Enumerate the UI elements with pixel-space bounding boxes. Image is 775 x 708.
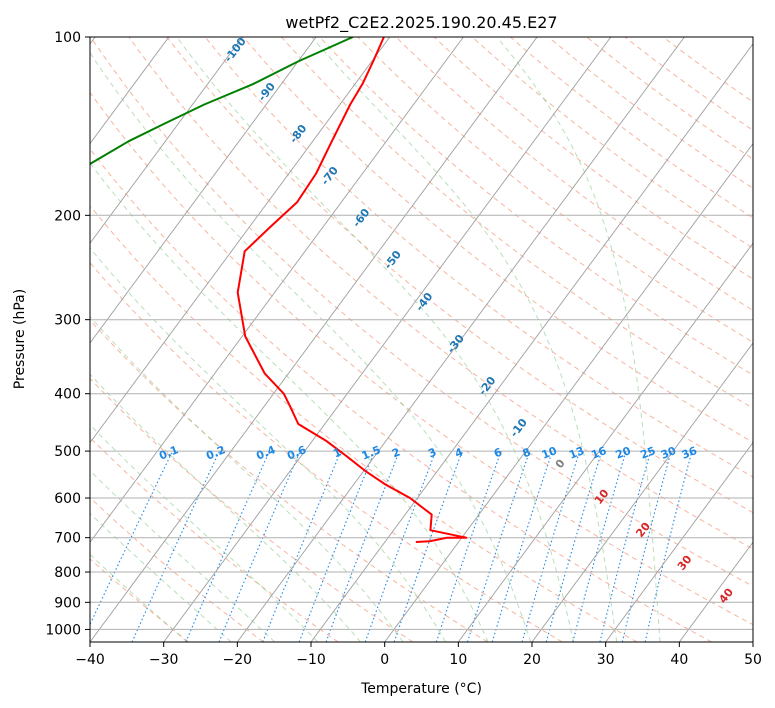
dry-adiabat-line [128, 37, 753, 550]
mixing-ratio-line [218, 450, 301, 642]
mixing-ratio-line [521, 450, 581, 642]
mixing-ratio-line [491, 450, 553, 642]
isotherm-line [90, 37, 464, 544]
isotherm-line [605, 441, 753, 642]
dry-adiabat-line [204, 37, 753, 478]
moist-adiabat-line [496, 37, 661, 642]
y-tick-label: 1000 [45, 622, 81, 638]
dry-adiabat-line [166, 37, 753, 514]
dry-adiabat-line [90, 377, 414, 642]
mixing-ratio-line [185, 450, 270, 642]
temperature-profile [236, 37, 468, 543]
x-tick-label: −20 [223, 652, 253, 668]
x-tick-label: 0 [380, 652, 389, 668]
mixing-ratio-line [364, 450, 437, 642]
mixing-ratio-label: 16 [589, 444, 608, 462]
plot-frame [89, 36, 754, 643]
mixing-ratio-label: 10 [540, 444, 559, 462]
mixing-ratio-line [262, 450, 342, 642]
y-tick-label: 300 [54, 313, 81, 329]
y-tick-label: 800 [54, 565, 81, 581]
isotherm-line [90, 37, 317, 344]
dry-adiabat-line [90, 37, 753, 587]
mixing-ratio-line [435, 450, 502, 642]
x-tick-label: 40 [670, 652, 688, 668]
y-axis-label: Pressure (hPa) [12, 289, 28, 389]
dry-adiabat-line [90, 496, 264, 642]
dry-adiabat-line [433, 37, 753, 280]
mixing-ratio-line [572, 450, 627, 642]
dry-adiabat-line [90, 262, 563, 642]
mixing-ratio-label: 30 [659, 444, 678, 462]
chart-title: wetPf2_C2E2.2025.190.20.45.E27 [285, 13, 557, 33]
mixing-ratio-line [325, 450, 400, 642]
dry-adiabat-line [90, 205, 638, 642]
moist-adiabat-line [90, 247, 446, 642]
x-tick-label: 20 [523, 652, 541, 668]
y-tick-label: 400 [54, 387, 81, 403]
isotherm-line [90, 37, 170, 145]
isotherm-line [90, 37, 538, 642]
y-tick-label: 600 [54, 491, 81, 507]
dry-adiabat-line [471, 37, 753, 249]
isotherm-line [163, 37, 612, 642]
dry-adiabat-line [90, 319, 488, 642]
isotherms [90, 37, 753, 642]
moist-adiabat-line [90, 162, 489, 642]
mixing-ratio-label: 1 [331, 445, 343, 460]
dry-adiabat-line [90, 91, 753, 626]
mixing-ratio-line [298, 450, 376, 642]
isotherm-line [90, 37, 243, 244]
x-tick-label: 10 [449, 652, 467, 668]
moist-adiabat-line [176, 37, 575, 642]
moist-adiabat-line [90, 373, 361, 642]
mixing-ratio-label: 8 [521, 445, 533, 460]
dry-adiabats [90, 37, 753, 642]
y-tick-label: 200 [54, 208, 81, 224]
isotherm-line [310, 43, 753, 642]
isotherm-line [531, 342, 753, 642]
isotherm-line [90, 37, 391, 444]
moist-adiabat-line [90, 424, 319, 642]
mixing-ratio-label: 3 [426, 445, 438, 460]
x-tick-label: −10 [296, 652, 326, 668]
mixing-ratio-line [545, 450, 603, 642]
x-axis-label: Temperature (°C) [360, 681, 482, 697]
mixing-ratio-label: 13 [567, 444, 586, 462]
dry-adiabat-line [90, 148, 712, 642]
x-tick-label: −40 [75, 652, 105, 668]
mixing-ratio-line [599, 450, 652, 642]
isotherm-line [457, 242, 753, 642]
x-tick-label: 50 [744, 652, 762, 668]
y-tick-label: 900 [54, 595, 81, 611]
mixing-ratio-label: 25 [638, 444, 657, 462]
isotherm-line [384, 142, 753, 642]
isotherm-line [236, 37, 685, 642]
mixing-ratio-label: 20 [614, 444, 633, 462]
dry-adiabat-line [510, 37, 753, 219]
y-tick-label: 100 [54, 30, 81, 46]
mixing-ratio-line [621, 450, 672, 642]
x-tick-label: −30 [149, 652, 179, 668]
x-tick-label: 30 [597, 652, 615, 668]
y-tick-label: 700 [54, 531, 81, 547]
y-tick-label: 500 [54, 444, 81, 460]
mixing-ratio-label: 36 [680, 444, 699, 462]
mixing-ratio-line [466, 450, 531, 642]
mixing-ratio-label: 2 [390, 445, 402, 460]
